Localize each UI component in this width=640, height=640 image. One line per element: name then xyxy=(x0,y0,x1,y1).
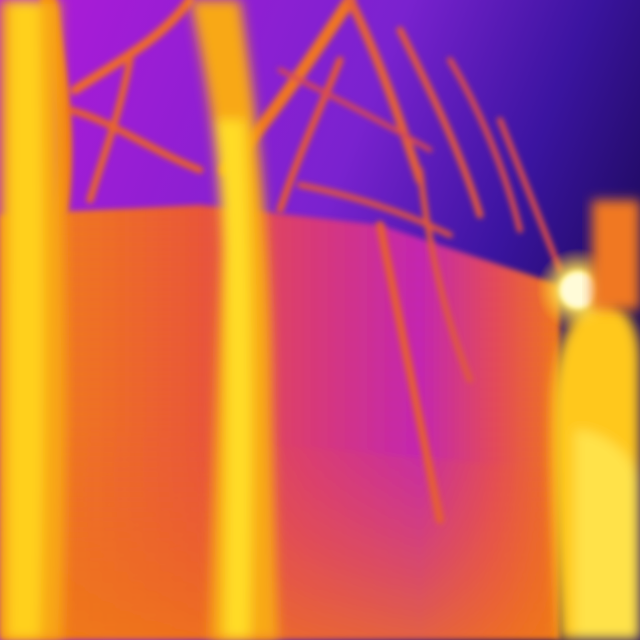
building-wall xyxy=(0,205,560,640)
branches xyxy=(40,0,563,524)
right-glow xyxy=(592,200,640,310)
